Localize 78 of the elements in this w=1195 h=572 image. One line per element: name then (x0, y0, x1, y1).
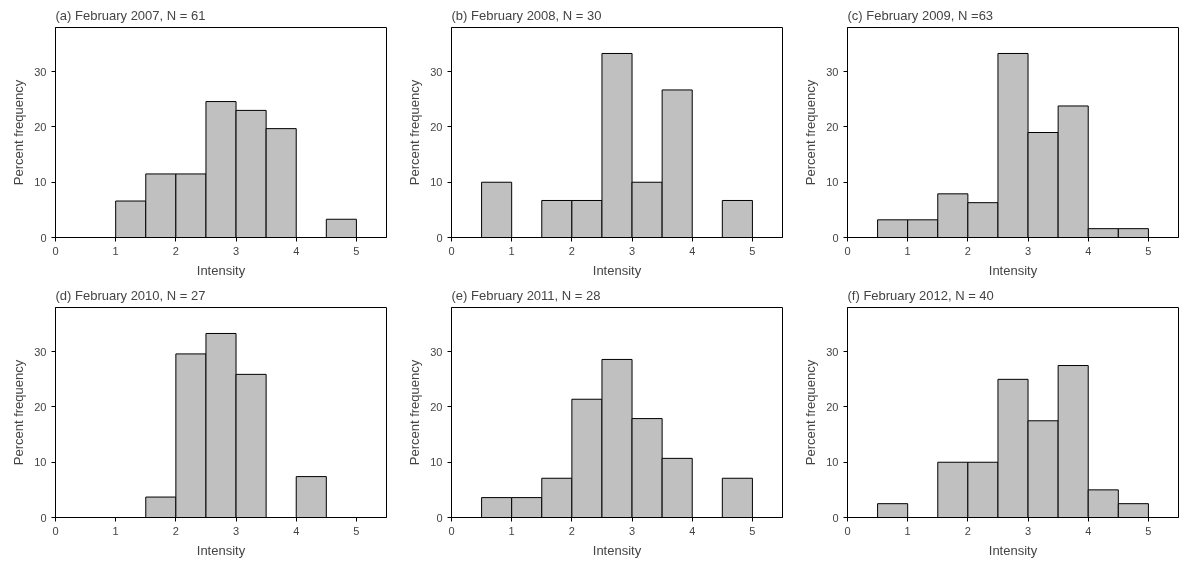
y-tick-label: 0 (40, 511, 47, 524)
x-tick-label: 1 (112, 244, 119, 257)
x-tick-label: 4 (1085, 244, 1092, 257)
x-tick-label: 2 (964, 524, 971, 537)
x-tick-label: 4 (689, 244, 696, 257)
chart-title: (e) February 2011, N = 28 (451, 287, 601, 303)
y-tick-label: 30 (34, 65, 47, 78)
y-tick-label: 10 (430, 176, 443, 189)
x-tick-label: 3 (232, 524, 240, 537)
x-tick-label: 1 (904, 244, 911, 257)
chart-title: (b) February 2008, N = 30 (451, 7, 602, 23)
x-tick-label: 0 (844, 244, 851, 257)
x-tick-label: 5 (749, 524, 756, 537)
y-tick-label: 30 (430, 345, 443, 358)
x-tick-label: 1 (508, 524, 515, 537)
y-tick-label: 20 (430, 120, 443, 133)
y-tick-label: 30 (430, 65, 443, 78)
x-tick-label: 1 (112, 524, 119, 537)
x-tick-label: 5 (353, 244, 360, 257)
x-tick-label: 4 (1085, 524, 1092, 537)
x-axis-title: Intensity (592, 262, 642, 278)
x-tick-label: 3 (628, 244, 636, 257)
x-tick-label: 4 (689, 524, 696, 537)
y-tick-label: 20 (826, 400, 839, 413)
x-tick-label: 5 (353, 524, 360, 537)
y-tick-label: 30 (826, 65, 839, 78)
y-tick-label: 20 (34, 120, 47, 133)
y-axis-title: Percent frequency (803, 79, 819, 186)
y-tick-label: 30 (826, 345, 839, 358)
x-tick-label: 5 (1145, 244, 1152, 257)
chart-title: (c) February 2009, N =63 (847, 7, 994, 23)
y-tick-label: 0 (436, 231, 443, 244)
y-tick-label: 20 (826, 120, 839, 133)
y-tick-label: 10 (430, 456, 443, 469)
y-tick-label: 20 (34, 400, 47, 413)
x-tick-label: 2 (964, 244, 971, 257)
x-axis-title: Intensity (988, 262, 1038, 278)
y-tick-label: 10 (34, 456, 47, 469)
y-tick-label: 30 (34, 345, 47, 358)
x-tick-label: 3 (1024, 244, 1032, 257)
y-tick-label: 20 (430, 400, 443, 413)
x-tick-label: 5 (749, 244, 756, 257)
y-tick-label: 0 (832, 511, 839, 524)
y-tick-label: 10 (34, 176, 47, 189)
x-tick-label: 4 (293, 524, 300, 537)
x-tick-label: 1 (904, 524, 911, 537)
y-tick-label: 0 (40, 231, 47, 244)
x-tick-label: 3 (1024, 524, 1032, 537)
x-tick-label: 4 (293, 244, 300, 257)
chart-title: (f) February 2012, N = 40 (847, 287, 994, 303)
x-tick-label: 2 (172, 524, 179, 537)
y-axis-title: Percent frequency (407, 359, 423, 466)
y-tick-label: 10 (826, 176, 839, 189)
y-tick-label: 10 (826, 456, 839, 469)
y-axis-title: Percent frequency (11, 359, 27, 466)
x-tick-label: 0 (52, 524, 59, 537)
x-axis-title: Intensity (196, 542, 246, 558)
x-tick-label: 1 (508, 244, 515, 257)
x-tick-label: 2 (568, 244, 575, 257)
x-tick-label: 0 (448, 244, 455, 257)
y-axis-title: Percent frequency (407, 79, 423, 186)
x-tick-label: 3 (628, 524, 636, 537)
x-tick-label: 0 (844, 524, 851, 537)
x-tick-label: 3 (232, 244, 240, 257)
x-tick-label: 0 (52, 244, 59, 257)
y-axis-title: Percent frequency (11, 79, 27, 186)
y-tick-label: 0 (832, 231, 839, 244)
x-axis-title: Intensity (196, 262, 246, 278)
x-tick-label: 5 (1145, 524, 1152, 537)
chart-title: (d) February 2010, N = 27 (55, 287, 206, 303)
y-axis-title: Percent frequency (803, 359, 819, 466)
x-tick-label: 2 (568, 524, 575, 537)
x-tick-label: 2 (172, 244, 179, 257)
x-axis-title: Intensity (988, 542, 1038, 558)
x-axis-title: Intensity (592, 542, 642, 558)
chart-title: (a) February 2007, N = 61 (55, 7, 206, 23)
y-tick-label: 0 (436, 511, 443, 524)
x-tick-label: 0 (448, 524, 455, 537)
